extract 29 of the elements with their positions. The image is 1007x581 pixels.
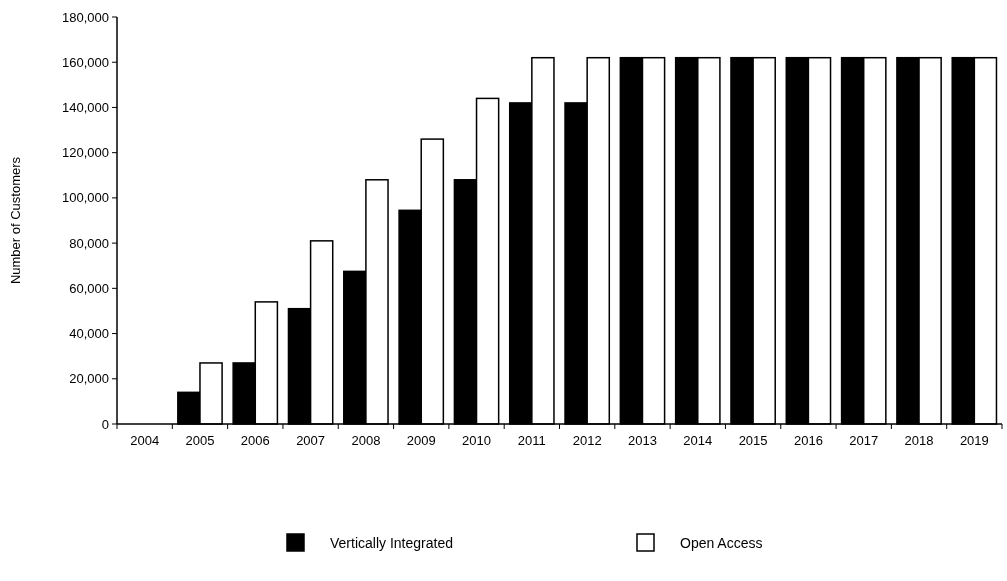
legend-label: Vertically Integrated [330,535,453,551]
x-tick-label: 2007 [296,433,326,448]
x-tick-label: 2015 [738,433,768,448]
x-tick-label: 2008 [351,433,381,448]
x-tick-label: 2019 [959,433,989,448]
x-tick-label: 2006 [240,433,270,448]
y-tick-label: 40,000 [69,326,109,342]
y-tick-label: 180,000 [62,9,109,25]
x-tick-label: 2010 [462,433,491,448]
x-tick-label: 2016 [793,433,823,448]
y-tick-label: 60,000 [69,280,109,296]
y-axis-title: Number of Customers [8,156,23,285]
x-tick-label: 2004 [130,433,160,448]
x-tick-label: 2012 [572,433,602,448]
y-tick-label: 160,000 [62,54,109,70]
y-tick-label: 140,000 [62,99,109,115]
x-tick-label: 2017 [849,433,879,448]
legend-label: Open Access [680,535,763,551]
y-tick-label: 100,000 [62,190,109,206]
x-tick-label: 2005 [185,433,215,448]
y-tick-label: 80,000 [69,235,109,251]
x-tick-label: 2009 [406,433,436,448]
y-tick-label: 20,000 [69,371,109,387]
y-tick-label: 0 [101,416,109,432]
x-tick-label: 2013 [628,433,657,448]
x-tick-label: 2018 [904,433,934,448]
x-tick-label: 2014 [683,433,713,448]
y-tick-label: 120,000 [62,145,109,161]
x-tick-label: 2011 [517,433,546,448]
